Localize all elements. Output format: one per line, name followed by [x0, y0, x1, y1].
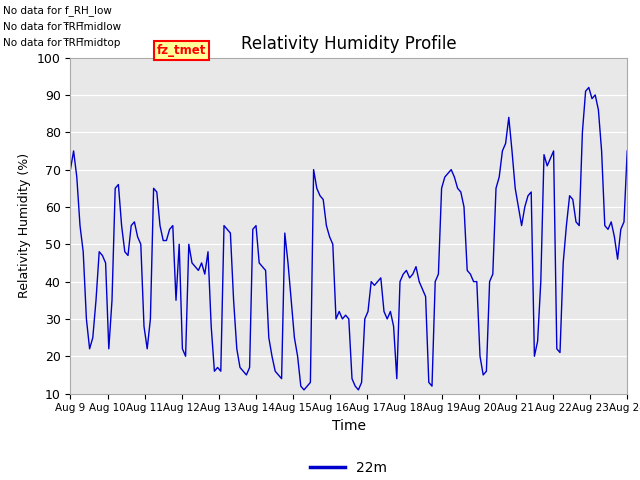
X-axis label: Time: Time: [332, 419, 366, 433]
Text: No data for f_RH_low: No data for f_RH_low: [3, 5, 112, 16]
Text: fz_tmet: fz_tmet: [157, 44, 206, 57]
Legend: 22m: 22m: [305, 456, 393, 480]
Y-axis label: Relativity Humidity (%): Relativity Humidity (%): [19, 153, 31, 298]
Text: No data for f̅RH̅midtop: No data for f̅RH̅midtop: [3, 38, 120, 48]
Title: Relativity Humidity Profile: Relativity Humidity Profile: [241, 35, 456, 53]
Text: No data for f̅RH̅midlow: No data for f̅RH̅midlow: [3, 22, 122, 32]
